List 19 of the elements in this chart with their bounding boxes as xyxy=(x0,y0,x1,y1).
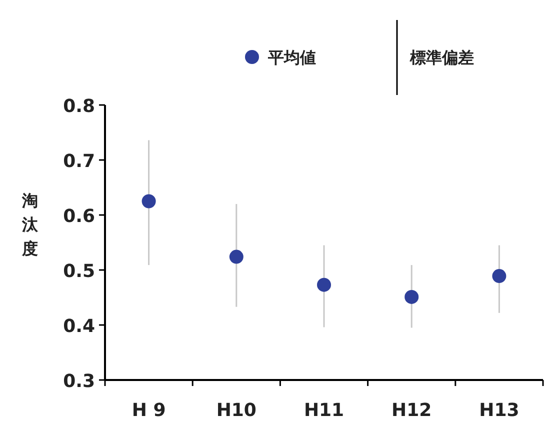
x-tick-label: H11 xyxy=(304,400,344,421)
x-tick-label: H12 xyxy=(392,400,432,421)
point xyxy=(229,250,244,264)
y-tick-label: 0.4 xyxy=(63,316,95,337)
y-tick-label: 0.3 xyxy=(63,371,95,392)
x-tick-label: H13 xyxy=(479,400,520,421)
y-tick-label: 0.6 xyxy=(63,206,95,227)
y-axis-title: 淘汰度 xyxy=(21,191,39,258)
point xyxy=(317,278,331,292)
y-tick-label: 0.7 xyxy=(63,151,95,172)
x-tick-label: H 9 xyxy=(132,400,166,421)
point xyxy=(404,290,419,304)
point xyxy=(492,269,506,284)
x-tick-label: H10 xyxy=(216,400,256,421)
text: 標準偏差 xyxy=(409,48,474,67)
point xyxy=(142,194,156,208)
y-tick-label: 0.8 xyxy=(63,96,95,117)
y-tick-label: 0.5 xyxy=(63,261,95,282)
legend-label: 平均値 xyxy=(267,48,316,67)
